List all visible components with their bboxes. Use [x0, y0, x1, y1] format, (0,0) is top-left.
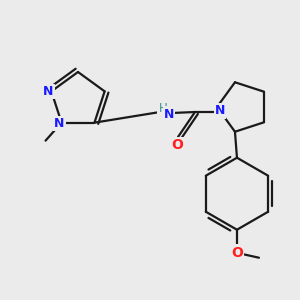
Text: N: N — [43, 85, 54, 98]
Text: N: N — [54, 117, 65, 130]
Text: O: O — [171, 138, 183, 152]
Text: O: O — [231, 246, 243, 260]
Text: N: N — [215, 104, 225, 118]
Text: N: N — [164, 107, 174, 121]
Text: H: H — [159, 101, 167, 115]
